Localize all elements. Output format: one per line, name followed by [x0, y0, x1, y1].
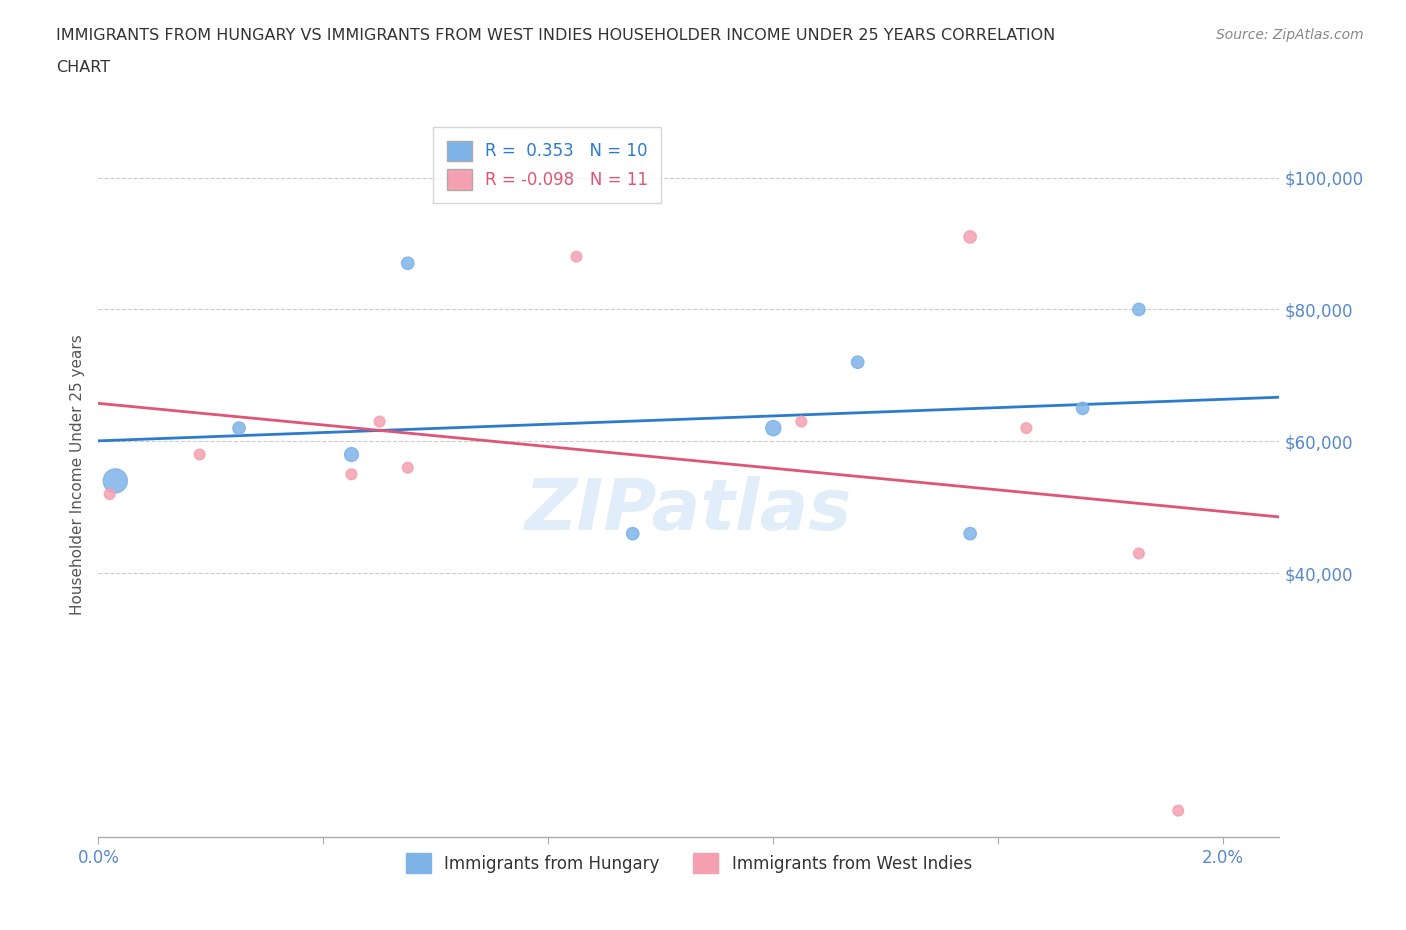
- Point: [104, 473, 127, 488]
- Text: Source: ZipAtlas.com: Source: ZipAtlas.com: [1216, 28, 1364, 42]
- Text: ZIPatlas: ZIPatlas: [526, 476, 852, 545]
- Point: [188, 447, 211, 462]
- Point: [1015, 420, 1038, 435]
- Point: [368, 414, 391, 429]
- Point: [396, 256, 419, 271]
- Point: [621, 526, 644, 541]
- Legend: Immigrants from Hungary, Immigrants from West Indies: Immigrants from Hungary, Immigrants from…: [392, 840, 986, 886]
- Text: CHART: CHART: [56, 60, 110, 75]
- Point: [790, 414, 813, 429]
- Point: [762, 420, 785, 435]
- Point: [1128, 302, 1150, 317]
- Point: [340, 447, 363, 462]
- Point: [340, 467, 363, 482]
- Point: [1167, 804, 1189, 818]
- Point: [959, 526, 981, 541]
- Y-axis label: Householder Income Under 25 years: Householder Income Under 25 years: [69, 334, 84, 615]
- Point: [565, 249, 588, 264]
- Point: [98, 486, 121, 501]
- Point: [959, 230, 981, 245]
- Point: [1071, 401, 1094, 416]
- Point: [396, 460, 419, 475]
- Point: [846, 354, 869, 369]
- Point: [1128, 546, 1150, 561]
- Point: [228, 420, 250, 435]
- Text: IMMIGRANTS FROM HUNGARY VS IMMIGRANTS FROM WEST INDIES HOUSEHOLDER INCOME UNDER : IMMIGRANTS FROM HUNGARY VS IMMIGRANTS FR…: [56, 28, 1056, 43]
